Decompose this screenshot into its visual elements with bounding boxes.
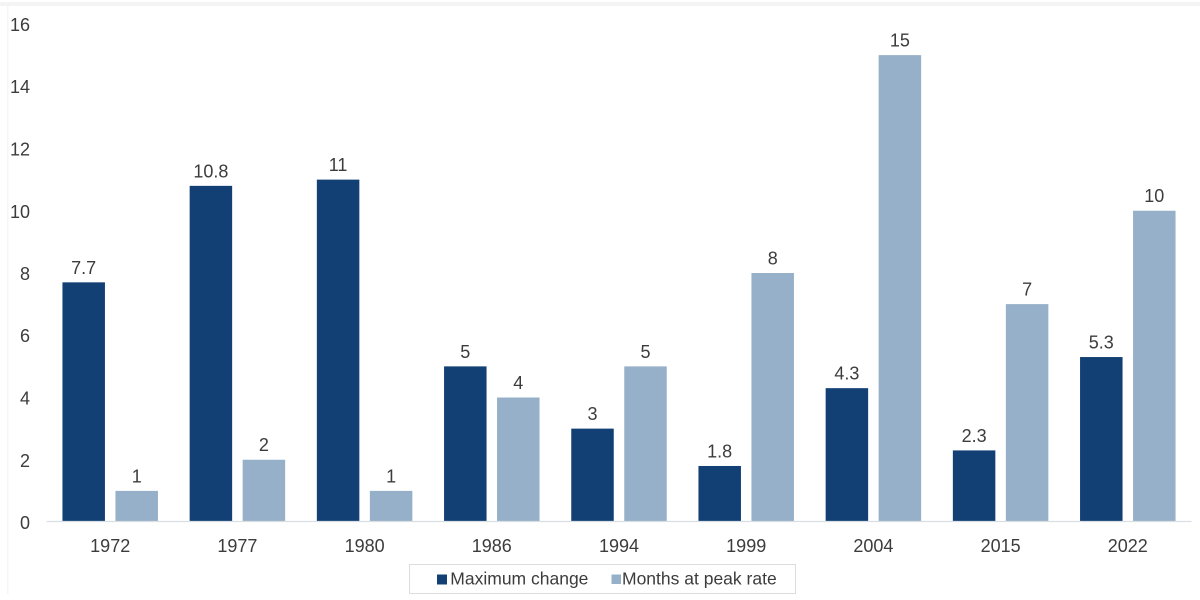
svg-text:10: 10 — [10, 202, 30, 222]
svg-text:7.7: 7.7 — [71, 258, 96, 278]
svg-text:3: 3 — [587, 404, 597, 424]
svg-text:15: 15 — [890, 31, 910, 51]
svg-text:5.3: 5.3 — [1089, 333, 1114, 353]
svg-text:1: 1 — [132, 466, 142, 486]
svg-text:4.3: 4.3 — [834, 364, 859, 384]
svg-text:2.3: 2.3 — [962, 426, 987, 446]
svg-text:Maximum change: Maximum change — [450, 569, 588, 589]
svg-text:1: 1 — [386, 466, 396, 486]
svg-text:12: 12 — [10, 140, 30, 160]
svg-text:2015: 2015 — [981, 536, 1021, 556]
svg-text:7: 7 — [1022, 280, 1032, 300]
svg-text:2: 2 — [20, 451, 30, 471]
svg-text:1980: 1980 — [345, 536, 385, 556]
svg-text:10: 10 — [1144, 186, 1164, 206]
svg-text:1972: 1972 — [90, 536, 130, 556]
svg-text:1.8: 1.8 — [707, 442, 732, 462]
svg-text:11: 11 — [329, 155, 348, 175]
svg-text:14: 14 — [10, 77, 30, 97]
svg-text:8: 8 — [20, 264, 30, 284]
svg-text:5: 5 — [460, 342, 470, 362]
svg-text:2022: 2022 — [1108, 536, 1148, 556]
svg-text:1994: 1994 — [599, 536, 639, 556]
svg-text:2: 2 — [259, 435, 269, 455]
svg-text:2004: 2004 — [853, 536, 893, 556]
svg-text:4: 4 — [513, 373, 523, 393]
svg-text:6: 6 — [20, 326, 30, 346]
svg-text:10.8: 10.8 — [193, 161, 228, 181]
svg-text:16: 16 — [10, 15, 30, 35]
svg-text:0: 0 — [20, 513, 30, 533]
svg-text:Months at peak rate: Months at peak rate — [622, 569, 777, 589]
svg-text:5: 5 — [640, 342, 650, 362]
svg-text:4: 4 — [20, 389, 30, 409]
svg-text:1986: 1986 — [472, 536, 512, 556]
svg-text:1999: 1999 — [726, 536, 766, 556]
svg-text:1977: 1977 — [217, 536, 257, 556]
svg-text:8: 8 — [768, 249, 778, 269]
